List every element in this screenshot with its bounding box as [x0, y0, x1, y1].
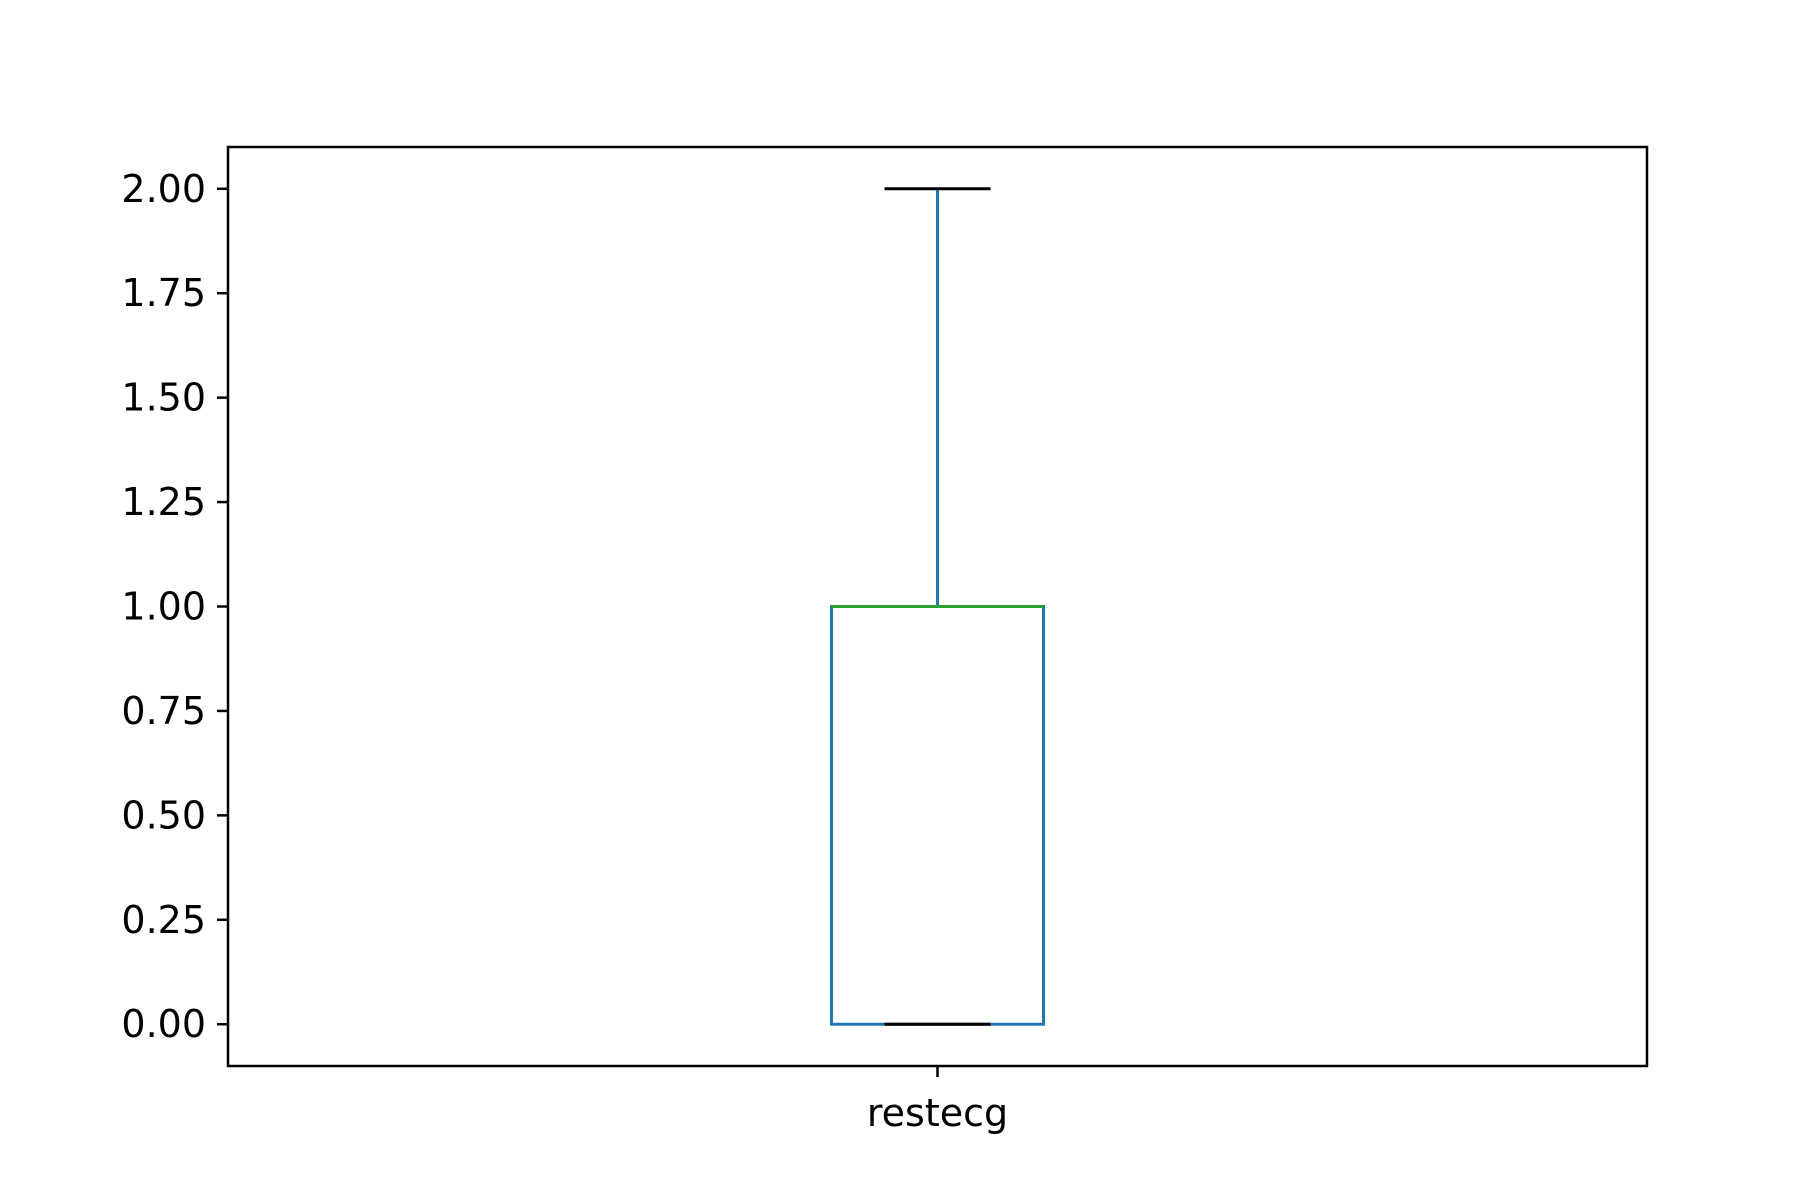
y-tick-label: 0.00: [121, 1002, 206, 1046]
y-tick-label: 0.25: [121, 898, 206, 942]
y-tick-label: 0.50: [121, 793, 206, 837]
y-tick-label: 1.75: [121, 271, 206, 315]
axes-frame: [226, 145, 1649, 1068]
y-tick-label: 0.75: [121, 689, 206, 733]
y-axis: 0.00 0.25 0.50 0.75 1.00 1.25 1.50 1.75 2.00: [121, 167, 228, 1046]
x-axis: restecg: [867, 1066, 1008, 1135]
x-tick-label: restecg: [867, 1091, 1008, 1135]
y-tick-label: 1.25: [121, 480, 206, 524]
y-tick-label: 1.00: [121, 585, 206, 629]
y-tick-label: 2.00: [121, 167, 206, 211]
plot-area: [830, 187, 1045, 1026]
y-tick-label: 1.50: [121, 376, 206, 420]
